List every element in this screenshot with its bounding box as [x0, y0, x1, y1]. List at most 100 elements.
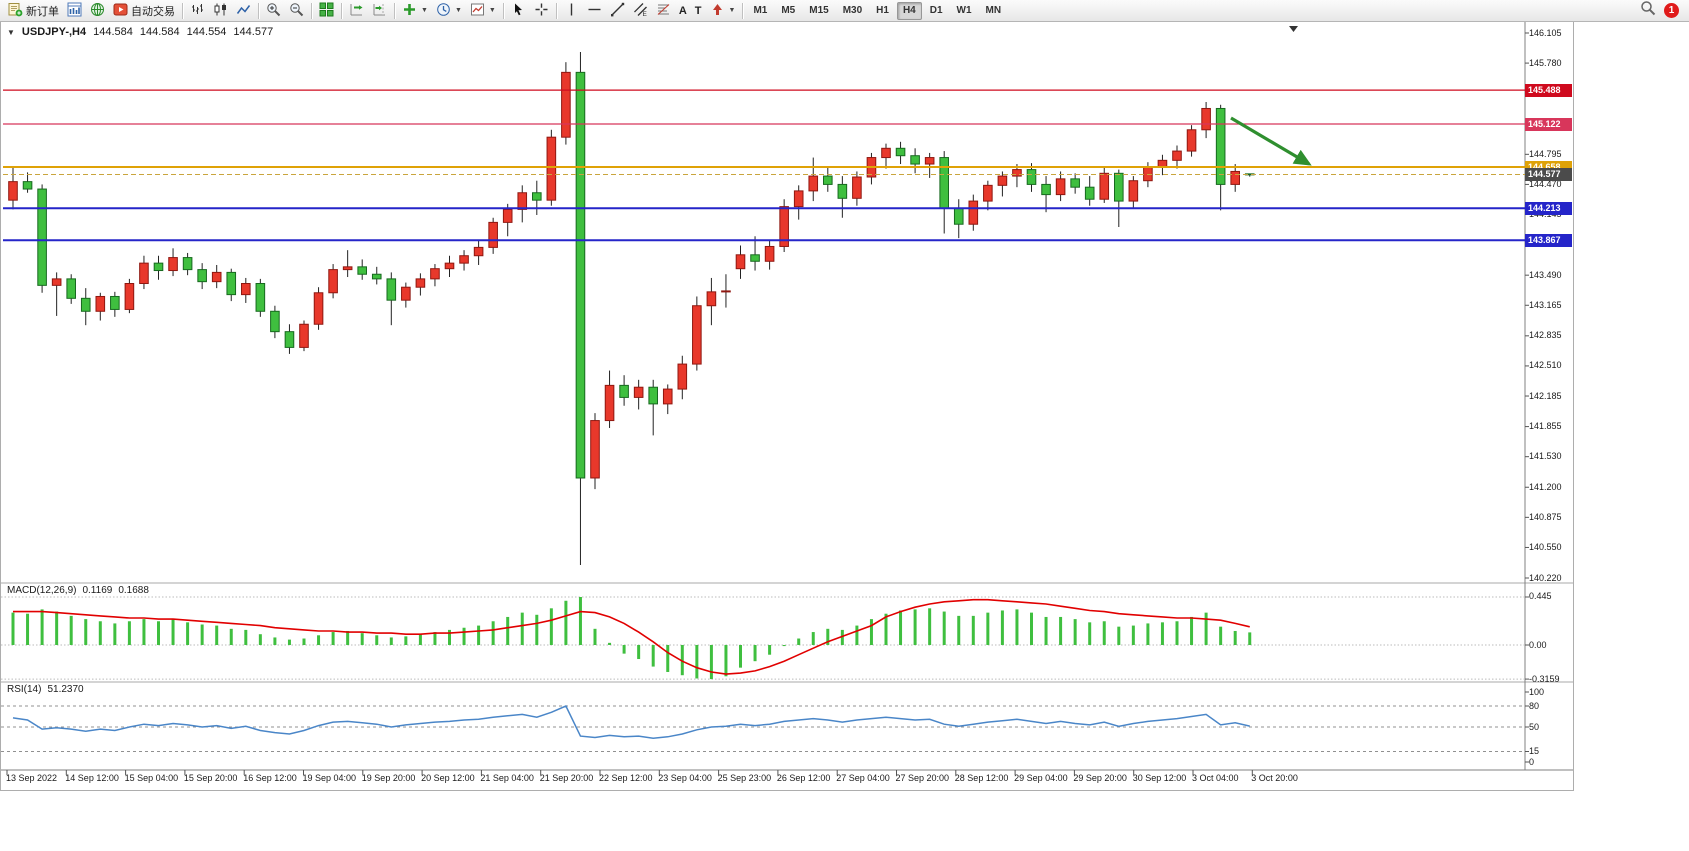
- candle: [1084, 186, 1095, 200]
- zoom-in-icon: [266, 2, 281, 20]
- trendline-icon: [610, 2, 625, 20]
- toolbar-separator: [341, 2, 342, 19]
- horizontal-line-button[interactable]: [583, 0, 606, 21]
- tile-windows-icon: [319, 2, 334, 20]
- rsi-name: RSI(14): [7, 684, 42, 695]
- svg-text:E: E: [642, 11, 647, 17]
- chevron-down-icon: ▼: [728, 7, 736, 14]
- periods-button[interactable]: ▼: [432, 0, 466, 21]
- candlestick-chart-icon: [213, 2, 228, 20]
- candle: [604, 384, 615, 422]
- timeframe-d1-button[interactable]: D1: [929, 5, 943, 16]
- quick-trade-toggle-icon[interactable]: ▼: [7, 27, 15, 37]
- equidistant-channel-button[interactable]: E: [629, 0, 652, 21]
- rsi-panel-label: RSI(14) 51.2370: [7, 684, 84, 695]
- candle: [1201, 107, 1211, 131]
- candle: [895, 147, 906, 157]
- autotrading-button[interactable]: 自动交易: [109, 0, 179, 21]
- new-order-button[interactable]: 新订单: [4, 0, 63, 21]
- crosshair-button[interactable]: [530, 0, 553, 21]
- templates-button[interactable]: ▼: [466, 0, 500, 21]
- text-tool-button[interactable]: A: [675, 0, 691, 21]
- candle: [502, 208, 513, 223]
- candle: [677, 363, 688, 390]
- crosshair-icon: [534, 2, 549, 20]
- candle: [546, 136, 557, 201]
- ohlc-close: 144.577: [233, 26, 274, 38]
- candle: [51, 278, 62, 286]
- annotation-arrow[interactable]: [1230, 116, 1312, 166]
- chevron-down-icon: ▼: [454, 7, 462, 14]
- candle: [590, 420, 600, 479]
- chart-window-button[interactable]: [63, 0, 86, 21]
- timeframe-m1-button[interactable]: M1: [753, 5, 768, 16]
- candle: [633, 386, 644, 398]
- chart-canvas[interactable]: [1, 22, 1573, 790]
- search-icon[interactable]: [1640, 0, 1656, 21]
- web-globe-button[interactable]: [86, 0, 109, 21]
- fibonacci-button[interactable]: [652, 0, 675, 21]
- macd-name: MACD(12,26,9): [7, 585, 77, 596]
- macd-signal-line: [13, 598, 1250, 675]
- cursor-button[interactable]: [507, 0, 530, 21]
- indicators-button[interactable]: ▼: [398, 0, 432, 21]
- candle: [1128, 180, 1139, 202]
- vertical-line-button[interactable]: [560, 0, 583, 21]
- notification-badge[interactable]: 1: [1664, 3, 1679, 18]
- candle: [983, 184, 993, 202]
- timeframe-h1-button[interactable]: H1: [876, 5, 889, 16]
- timeframe-w1-button[interactable]: W1: [956, 5, 972, 16]
- candle: [808, 175, 819, 192]
- chart-shift-icon: [372, 2, 387, 20]
- chart-shift-button[interactable]: [368, 0, 391, 21]
- bar-chart-button[interactable]: [186, 0, 209, 21]
- candle: [211, 271, 222, 283]
- candle: [823, 175, 833, 185]
- candle: [284, 331, 295, 348]
- toolbar-separator: [311, 2, 312, 19]
- candle: [270, 310, 280, 333]
- timeframe-group: M1 M5 M15 M30 H1 H4 D1 W1 MN: [746, 1, 1008, 20]
- chart-shift-marker-icon[interactable]: [1289, 26, 1298, 32]
- tile-windows-button[interactable]: [315, 0, 338, 21]
- candle: [1172, 150, 1182, 161]
- ohlc-open: 144.584: [93, 26, 133, 38]
- auto-scroll-button[interactable]: [345, 0, 368, 21]
- candlestick-chart-button[interactable]: [209, 0, 232, 21]
- arrows-tool-button[interactable]: ▼: [706, 0, 740, 21]
- candle: [124, 283, 135, 310]
- rsi-line: [12, 705, 1250, 739]
- toolbar-separator: [394, 2, 395, 19]
- candle: [924, 157, 935, 165]
- candle: [619, 384, 629, 398]
- timeframe-mn-button[interactable]: MN: [985, 5, 1002, 16]
- indicators-icon: [402, 2, 417, 20]
- templates-icon: [470, 2, 485, 20]
- candle: [328, 269, 338, 294]
- text-label-tool-button[interactable]: T: [691, 0, 706, 21]
- toolbar-separator: [502, 2, 504, 19]
- macd-main-value: 0.1169: [82, 585, 113, 596]
- candle: [793, 190, 804, 208]
- candle: [241, 283, 251, 296]
- line-chart-button[interactable]: [232, 0, 255, 21]
- periods-clock-icon: [436, 2, 451, 20]
- arrows-tool-icon: [710, 2, 725, 20]
- candle: [386, 278, 397, 301]
- candle: [1026, 169, 1037, 185]
- candle: [1012, 169, 1022, 177]
- timeframe-m30-button[interactable]: M30: [842, 5, 863, 16]
- trendline-button[interactable]: [606, 0, 629, 21]
- timeframe-h4-button[interactable]: H4: [896, 1, 922, 20]
- new-order-icon: [8, 2, 23, 20]
- zoom-out-button[interactable]: [285, 0, 308, 21]
- zoom-in-button[interactable]: [262, 0, 285, 21]
- candle: [648, 386, 659, 405]
- candle: [299, 323, 309, 348]
- candle: [1099, 172, 1110, 200]
- candle: [168, 257, 178, 272]
- candle: [706, 291, 717, 307]
- autotrading-label: 自动交易: [131, 5, 175, 18]
- timeframe-m15-button[interactable]: M15: [809, 5, 829, 16]
- timeframe-m5-button[interactable]: M5: [781, 5, 796, 16]
